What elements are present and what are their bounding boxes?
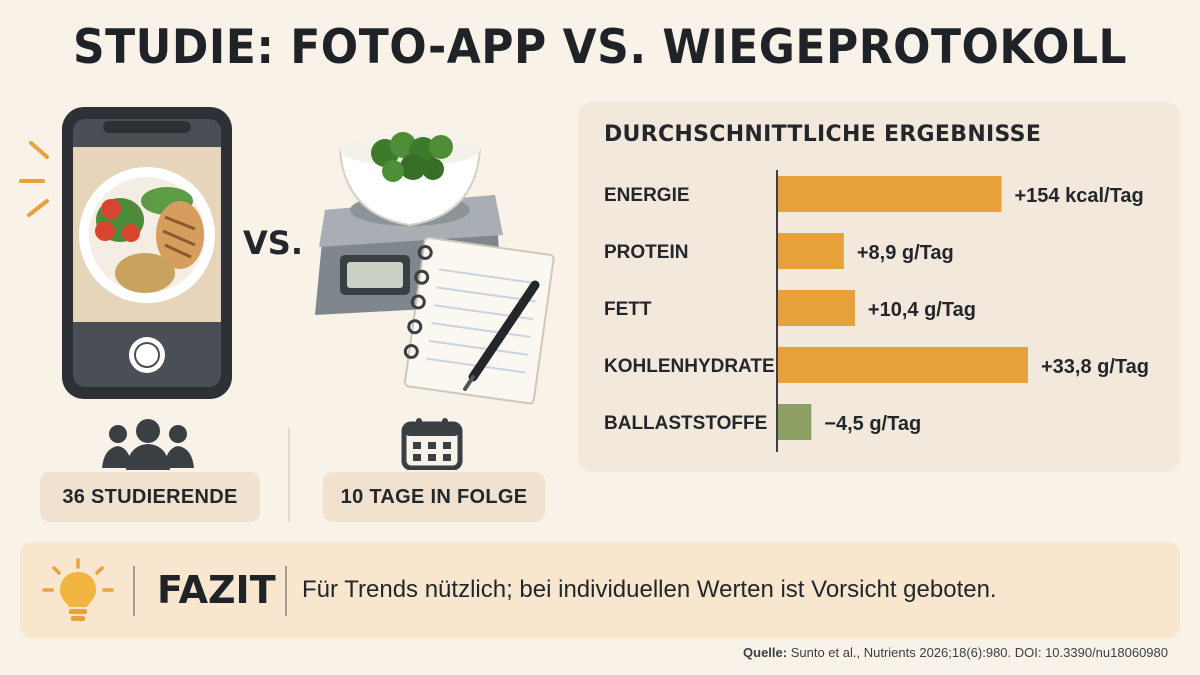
category-label: BALLASTSTOFFE [604, 413, 767, 434]
camera-flash-icon [19, 141, 49, 217]
scale-notebook-illustration [305, 115, 565, 410]
bar-fett [778, 290, 855, 326]
stats-divider [288, 428, 290, 522]
chart-title: DURCHSCHNITTLICHE ERGEBNISSE [604, 122, 1042, 147]
category-label: PROTEIN [604, 242, 688, 263]
category-label: KOHLENHYDRATE [604, 356, 775, 377]
bar-energie [778, 176, 1002, 212]
value-label: +33,8 g/Tag [1041, 356, 1149, 378]
pen-icon [463, 280, 540, 391]
bar-kohlenhydrate [778, 347, 1028, 383]
source-label: Quelle: [743, 645, 788, 660]
source-citation: Quelle: Sunto et al., Nutrients 2026;18(… [743, 645, 1168, 660]
page-title: STUDIE: FOTO-APP VS. WIEGEPROTOKOLL [72, 19, 1128, 76]
results-bar-chart: ENERGIE +154 kcal/Tag PROTEIN +8,9 g/Tag FET… [604, 170, 1149, 452]
bar-protein [778, 233, 844, 269]
value-label: −4,5 g/Tag [824, 413, 921, 435]
bar-ballaststoffe [778, 404, 812, 440]
value-label: +10,4 g/Tag [868, 299, 976, 321]
duration-label: 10 TAGE IN FOLGE [340, 485, 528, 508]
category-label: FETT [604, 299, 652, 320]
fazit-separator-left [133, 566, 135, 616]
fazit-separator-right [285, 566, 287, 616]
phone-illustration [15, 105, 240, 405]
value-label: +154 kcal/Tag [1015, 185, 1144, 207]
fazit-banner: FAZIT Für Trends nützlich; bei individue… [20, 542, 1180, 638]
results-panel: DURCHSCHNITTLICHE ERGEBNISSE ENERGIE +154… [578, 102, 1180, 472]
participants-label: 36 STUDIERENDE [62, 485, 238, 508]
lightbulb-icon [42, 558, 114, 621]
people-icon [102, 419, 194, 470]
vs-label: VS. [243, 224, 303, 262]
stat-pill-duration: 10 TAGE IN FOLGE [323, 472, 545, 522]
calendar-icon [401, 418, 463, 470]
value-label: +8,9 g/Tag [857, 242, 954, 264]
stat-pill-participants: 36 STUDIERENDE [40, 472, 260, 522]
fazit-text: Für Trends nützlich; bei individuellen W… [302, 576, 997, 603]
category-label: ENERGIE [604, 185, 690, 206]
source-text: Sunto et al., Nutrients 2026;18(6):980. … [790, 645, 1168, 660]
fazit-label: FAZIT [157, 568, 276, 612]
